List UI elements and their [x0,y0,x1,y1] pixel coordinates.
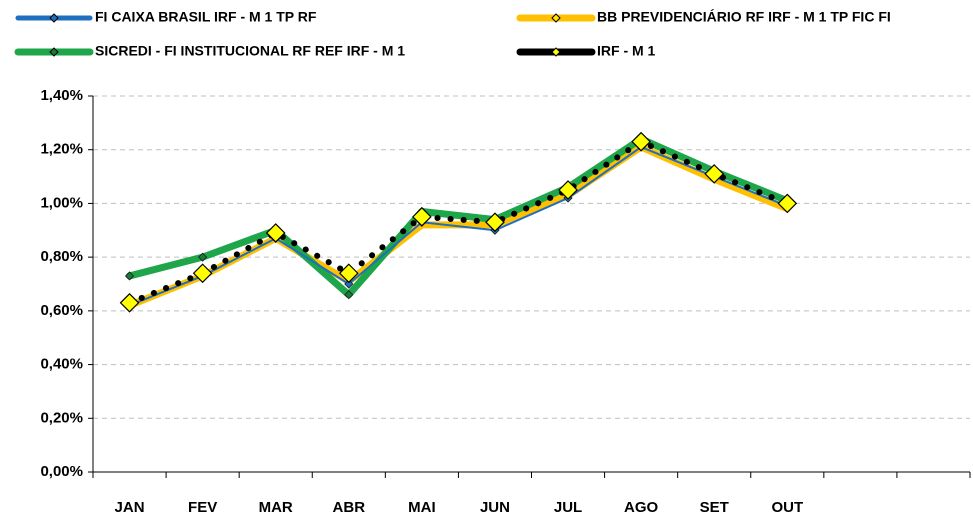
marker [198,252,208,262]
y-tick-label: 0,80% [40,248,83,265]
x-tick-label: FEV [188,499,217,516]
marker [338,263,359,284]
legend-marker [49,13,59,23]
marker [412,207,432,227]
y-tick-label: 1,00% [40,194,83,211]
marker [124,271,135,281]
marker [777,193,798,214]
y-tick-label: 0,60% [40,302,83,319]
x-tick-label: JUL [554,499,582,516]
marker [704,164,725,184]
y-tick-label: 1,40% [40,87,83,104]
x-tick-label: OUT [771,499,803,516]
y-tick-label: 1,20% [40,141,83,158]
legend-marker [551,47,561,57]
marker [558,180,578,200]
x-tick-label: MAR [259,499,293,516]
legend-label: FI CAIXA BRASIL IRF - M 1 TP RF [95,9,317,25]
x-tick-label: SET [700,499,729,516]
series-line [126,135,791,299]
x-tick-label: MAI [408,499,436,516]
series-line [128,146,789,307]
series-line [126,138,791,306]
y-tick-label: 0,20% [40,409,83,426]
x-tick-label: JAN [115,499,145,516]
x-tick-label: ABR [333,499,366,516]
legend-label: SICREDI - FI INSTITUCIONAL RF REF IRF - … [95,43,405,59]
marker [265,223,286,243]
legend-marker [49,47,59,57]
legend-label: BB PREVIDENCIÁRIO RF IRF - M 1 TP FIC FI [597,9,891,25]
x-tick-label: JUN [480,499,510,516]
marker [192,263,213,284]
marker [485,212,505,233]
y-tick-label: 0,40% [40,356,83,373]
marker [344,279,354,289]
y-tick-label: 0,00% [40,463,83,480]
marker [119,292,140,313]
legend-marker [551,13,561,23]
x-tick-label: AGO [624,499,659,516]
marker [631,131,651,152]
legend-label: IRF - M 1 [597,43,656,59]
marker [344,290,354,300]
